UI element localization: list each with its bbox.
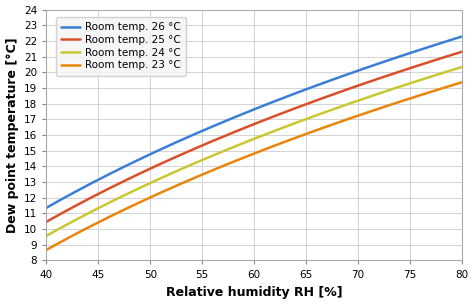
Room temp. 26 °C <box>459 35 465 38</box>
Room temp. 23 °C <box>449 84 455 87</box>
Room temp. 24 °C <box>291 122 297 125</box>
Room temp. 23 °C <box>459 81 465 84</box>
Room temp. 26 °C <box>44 206 49 210</box>
Legend: Room temp. 26 °C, Room temp. 25 °C, Room temp. 24 °C, Room temp. 23 °C: Room temp. 26 °C, Room temp. 25 °C, Room… <box>56 17 186 76</box>
Line: Room temp. 24 °C: Room temp. 24 °C <box>46 67 462 236</box>
Room temp. 24 °C <box>44 234 49 238</box>
Room temp. 24 °C <box>268 130 274 134</box>
Room temp. 23 °C <box>384 104 390 108</box>
Room temp. 23 °C <box>291 137 297 140</box>
Room temp. 26 °C <box>384 59 390 63</box>
Room temp. 26 °C <box>291 92 297 96</box>
Y-axis label: Dew point temperature [°C]: Dew point temperature [°C] <box>6 37 18 233</box>
Room temp. 26 °C <box>241 112 246 115</box>
Room temp. 25 °C <box>44 220 49 224</box>
Room temp. 25 °C <box>268 116 274 119</box>
Line: Room temp. 26 °C: Room temp. 26 °C <box>46 37 462 208</box>
Room temp. 24 °C <box>459 65 465 69</box>
Room temp. 23 °C <box>268 145 274 149</box>
Room temp. 25 °C <box>384 74 390 78</box>
Room temp. 26 °C <box>243 111 249 114</box>
Room temp. 25 °C <box>459 50 465 54</box>
Room temp. 23 °C <box>44 248 49 252</box>
Room temp. 26 °C <box>268 101 274 104</box>
Room temp. 23 °C <box>243 155 249 159</box>
Room temp. 25 °C <box>449 53 455 57</box>
Room temp. 26 °C <box>449 38 455 41</box>
Room temp. 24 °C <box>449 68 455 72</box>
Room temp. 24 °C <box>241 141 246 145</box>
Room temp. 23 °C <box>241 156 246 160</box>
X-axis label: Relative humidity RH [%]: Relative humidity RH [%] <box>166 286 342 300</box>
Room temp. 24 °C <box>384 89 390 93</box>
Line: Room temp. 25 °C: Room temp. 25 °C <box>46 52 462 222</box>
Line: Room temp. 23 °C: Room temp. 23 °C <box>46 82 462 250</box>
Room temp. 24 °C <box>243 140 249 144</box>
Room temp. 25 °C <box>291 107 297 111</box>
Room temp. 25 °C <box>243 125 249 129</box>
Room temp. 25 °C <box>241 126 246 130</box>
